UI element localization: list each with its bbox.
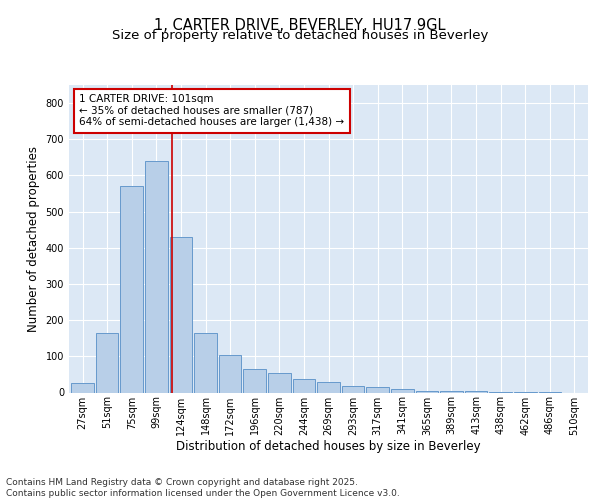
Bar <box>416 390 438 392</box>
Bar <box>170 237 192 392</box>
Bar <box>342 386 364 392</box>
Bar <box>440 391 463 392</box>
Bar <box>96 333 118 392</box>
Bar <box>244 369 266 392</box>
Bar <box>268 372 290 392</box>
Bar <box>367 387 389 392</box>
Bar <box>145 161 167 392</box>
Bar <box>293 379 315 392</box>
X-axis label: Distribution of detached houses by size in Beverley: Distribution of detached houses by size … <box>176 440 481 453</box>
Y-axis label: Number of detached properties: Number of detached properties <box>27 146 40 332</box>
Bar <box>71 384 94 392</box>
Text: 1, CARTER DRIVE, BEVERLEY, HU17 9GL: 1, CARTER DRIVE, BEVERLEY, HU17 9GL <box>154 18 446 32</box>
Text: Size of property relative to detached houses in Beverley: Size of property relative to detached ho… <box>112 28 488 42</box>
Bar <box>391 389 413 392</box>
Bar <box>219 354 241 393</box>
Bar <box>121 186 143 392</box>
Text: 1 CARTER DRIVE: 101sqm
← 35% of detached houses are smaller (787)
64% of semi-de: 1 CARTER DRIVE: 101sqm ← 35% of detached… <box>79 94 344 128</box>
Bar <box>194 333 217 392</box>
Bar <box>317 382 340 392</box>
Text: Contains HM Land Registry data © Crown copyright and database right 2025.
Contai: Contains HM Land Registry data © Crown c… <box>6 478 400 498</box>
